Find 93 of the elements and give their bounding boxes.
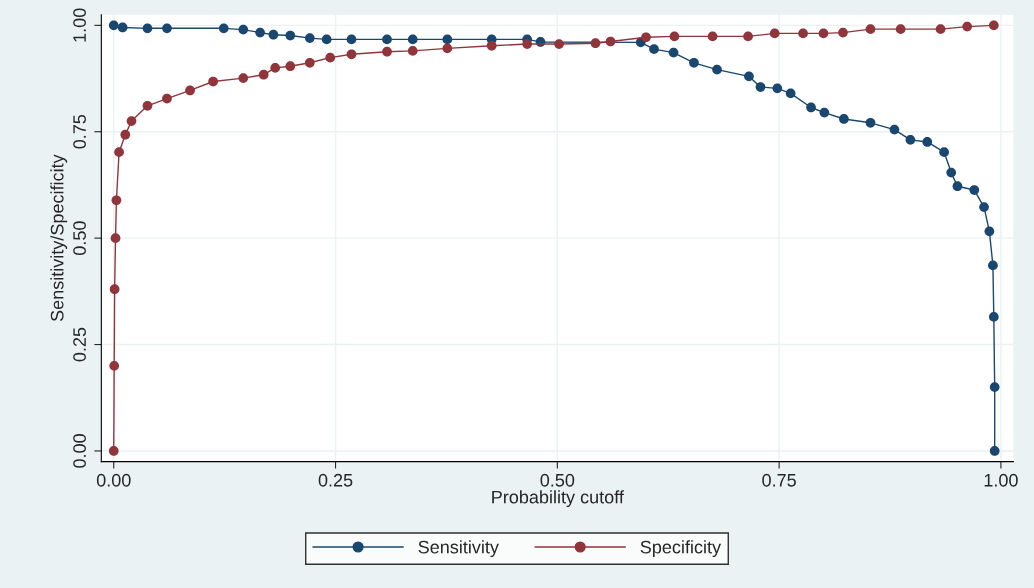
point [270,63,281,73]
point [989,382,1000,392]
point [865,117,876,128]
point [806,102,816,113]
point [668,47,679,58]
point [208,76,218,87]
point [969,185,980,195]
y-tick-label: 0.50 [73,221,86,255]
point [818,28,829,39]
point [962,21,973,32]
point [984,226,995,237]
point [689,57,699,68]
point [238,73,249,83]
point [952,181,963,192]
x-axis-title: Probability cutoff [492,490,624,508]
point [798,28,808,39]
point [669,31,680,42]
point [442,34,453,45]
point [108,446,119,456]
point [117,22,128,33]
point [935,24,946,35]
point [111,195,122,206]
point [979,202,989,212]
point [486,40,497,51]
point [442,43,453,54]
point [346,34,357,45]
point [382,34,392,45]
point [922,137,933,147]
point [712,64,722,75]
point [304,57,315,68]
legend-label: Specificity [640,540,722,558]
point [325,52,336,63]
point [819,107,830,118]
point [889,124,900,135]
point [321,34,332,45]
x-tick-label: 0.00 [96,473,131,487]
point [258,69,269,80]
point [946,167,957,178]
point [895,24,906,35]
y-tick-label: 1.00 [73,8,86,42]
x-tick-label: 0.25 [318,473,353,487]
point [142,23,153,34]
point [304,33,315,43]
point [114,147,124,158]
point [185,85,195,96]
point [838,27,848,38]
legend-label: Sensitivity [418,540,499,558]
point [109,360,120,371]
point [744,71,754,82]
point [988,20,999,31]
point [785,88,796,99]
point [268,29,279,40]
point [605,36,616,47]
x-tick-label: 1.00 [984,473,1018,487]
point [743,31,753,42]
point [162,93,172,104]
point [590,38,601,49]
point [109,284,120,295]
point [218,23,229,34]
point [407,46,418,56]
point [988,312,999,322]
point [554,39,564,49]
point [142,100,153,111]
point [382,46,392,57]
point [108,20,119,31]
point [772,83,783,94]
point [522,39,533,49]
point [988,260,998,271]
point [989,446,1000,456]
y-tick-label: 0.25 [73,327,86,362]
point [255,27,265,38]
point [126,116,137,126]
point [865,24,876,35]
point [649,44,659,55]
point [162,23,172,34]
point [641,32,651,43]
point [769,28,780,39]
point [110,233,121,243]
point [839,114,849,124]
point [285,30,296,41]
point [905,134,916,145]
point [707,31,718,42]
point [755,82,766,92]
x-tick-label: 0.50 [540,473,575,487]
x-tick-label: 0.75 [762,473,796,487]
point [939,147,949,158]
point [285,61,296,72]
point [346,49,357,60]
y-axis-title: Sensitivity/Specificity [50,154,68,322]
point [238,24,249,35]
y-tick-label: 0.75 [73,114,86,149]
point [407,34,418,45]
point [120,129,131,140]
